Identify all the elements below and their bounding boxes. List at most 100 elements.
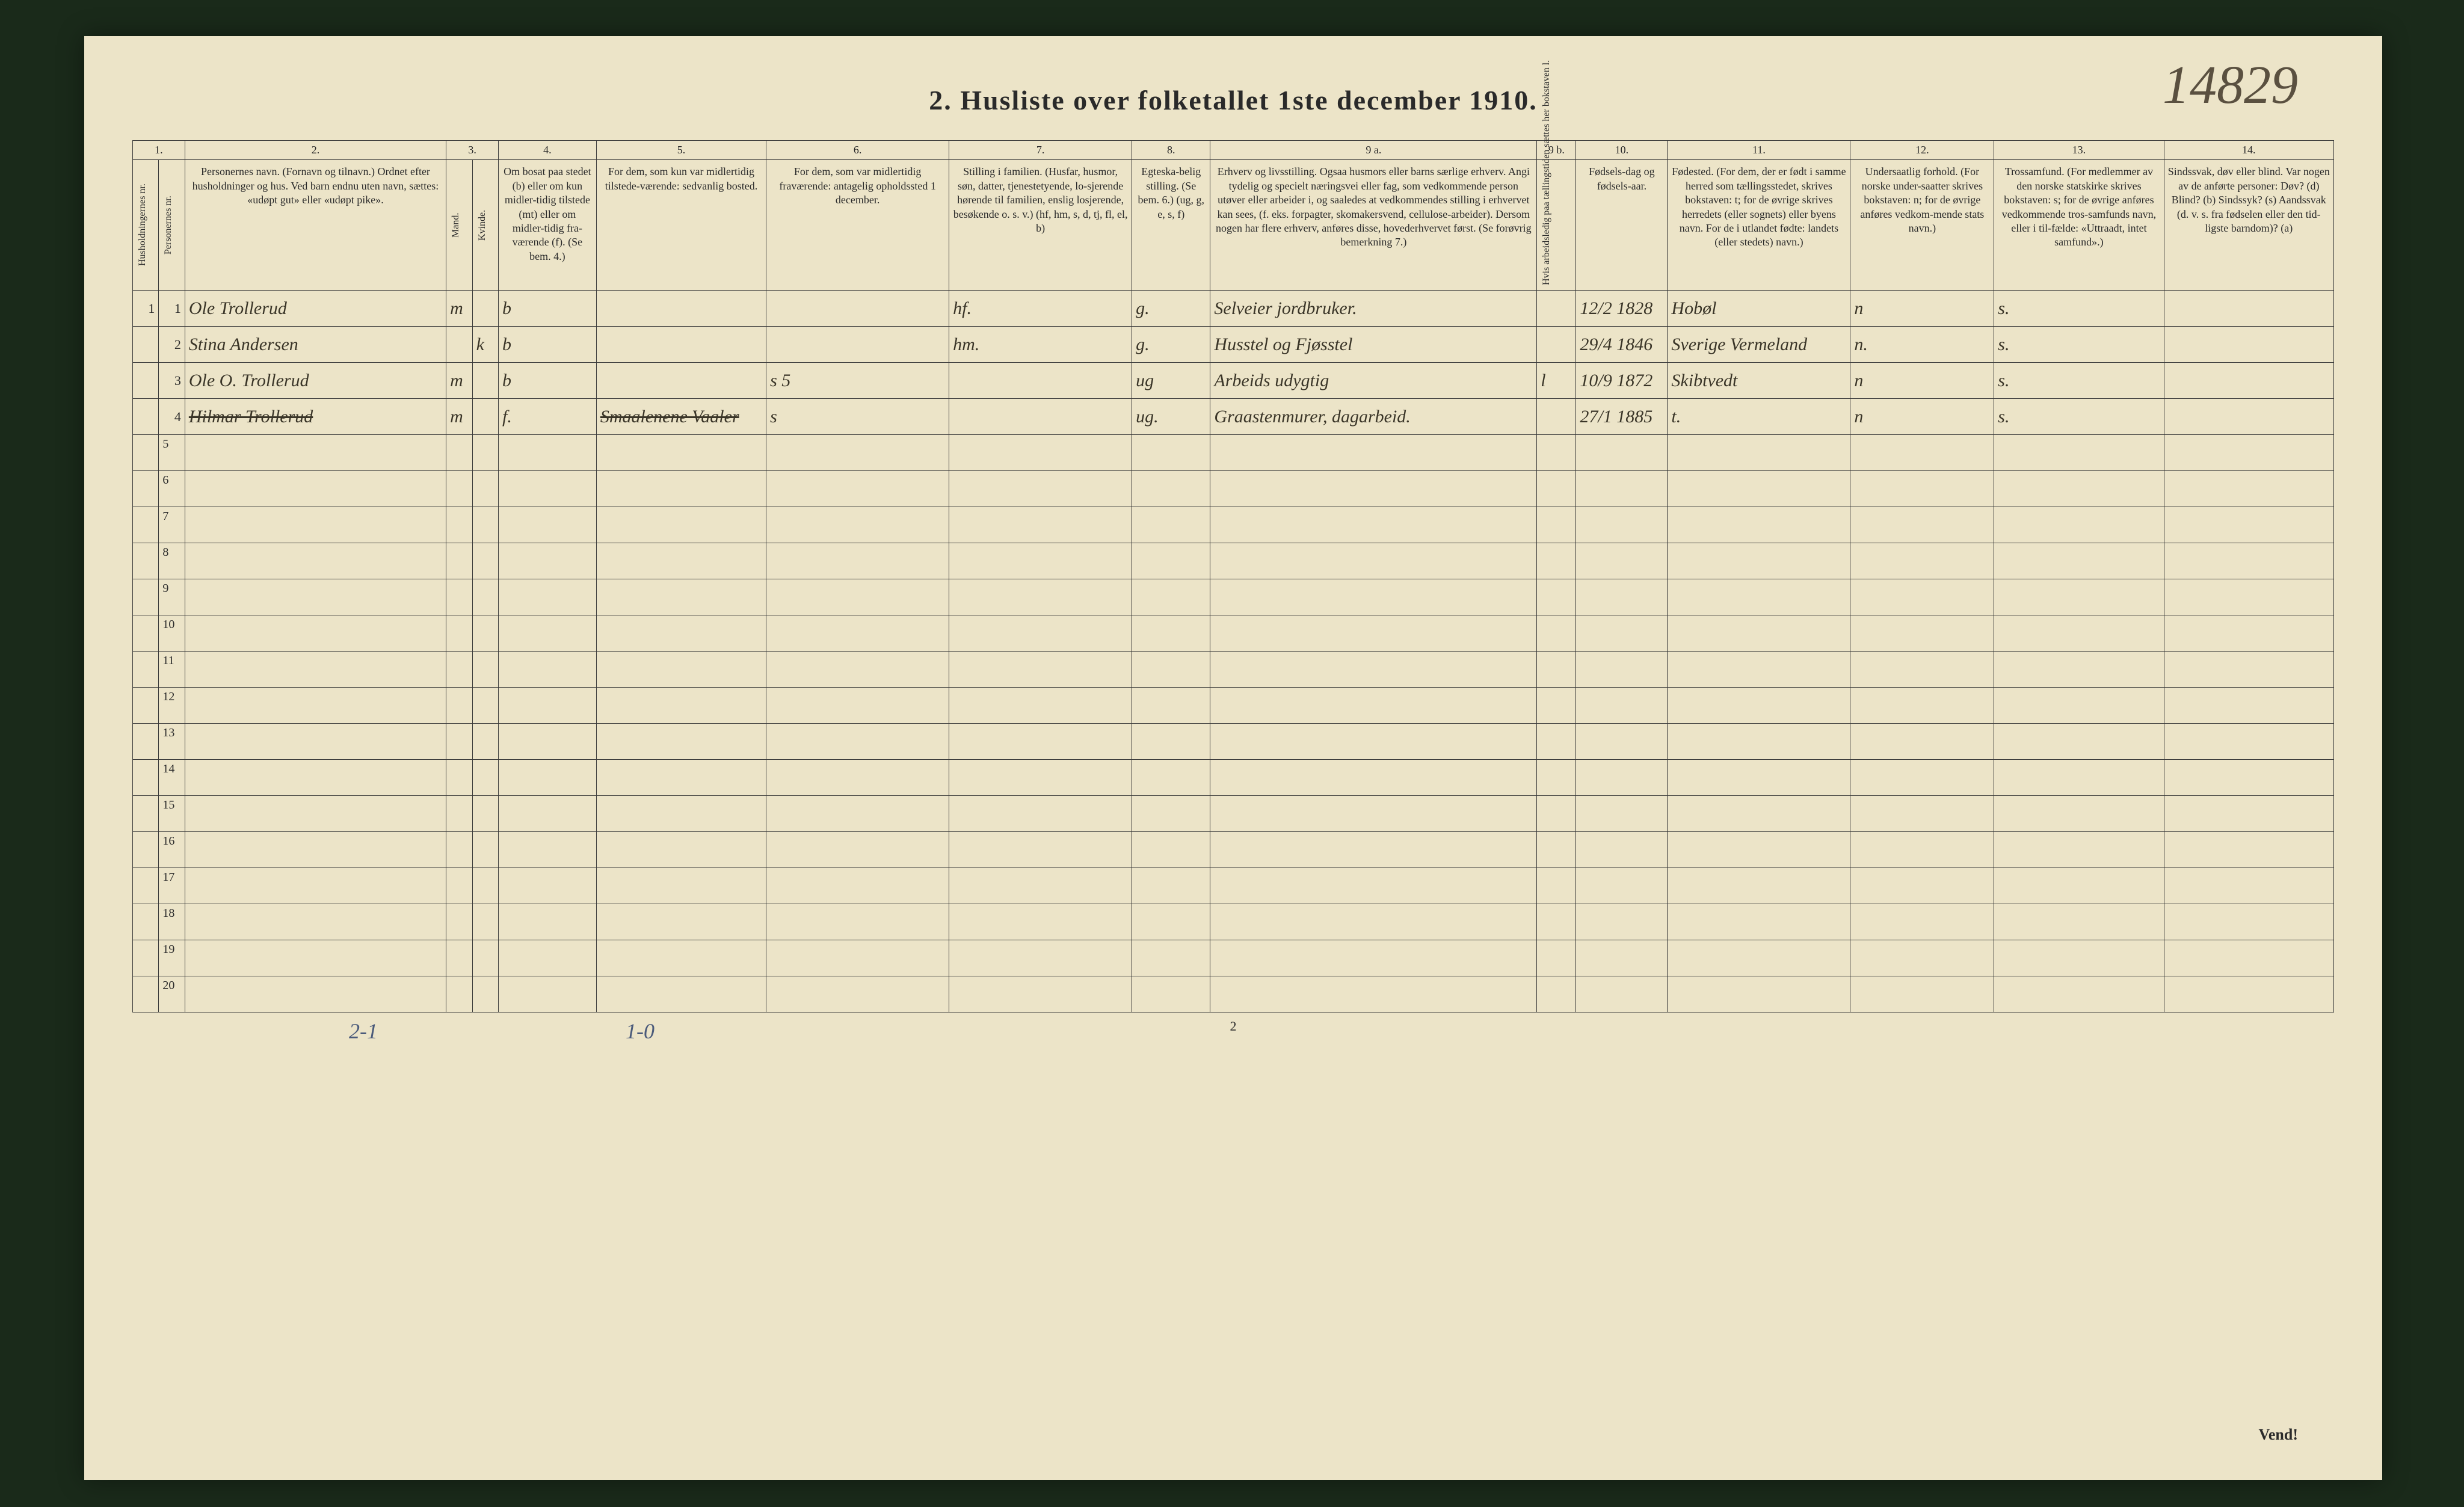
cell-blank bbox=[498, 796, 596, 832]
cell-c5: Smaalenene Vaaler bbox=[596, 399, 766, 435]
cell-hnr bbox=[133, 652, 159, 688]
cell-hnr bbox=[133, 507, 159, 543]
cell-blank bbox=[472, 507, 498, 543]
cell-blank bbox=[596, 976, 766, 1012]
cell-blank bbox=[1576, 904, 1668, 940]
cell-c5 bbox=[596, 363, 766, 399]
cell-erhverv: Husstel og Fjøsstel bbox=[1210, 327, 1537, 363]
footer-mid-tally: 1-0 bbox=[626, 1019, 654, 1044]
cell-hnr bbox=[133, 579, 159, 615]
cell-pnr: 16 bbox=[159, 832, 185, 868]
cell-blank bbox=[1210, 724, 1537, 760]
colnum-4: 4. bbox=[498, 141, 596, 160]
cell-blank bbox=[596, 724, 766, 760]
cell-blank bbox=[1537, 724, 1576, 760]
header-10: Fødsels-dag og fødsels-aar. bbox=[1576, 160, 1668, 291]
cell-blank bbox=[766, 543, 949, 579]
cell-blank bbox=[1850, 688, 1994, 724]
cell-blank bbox=[1668, 940, 1850, 976]
cell-blank bbox=[1132, 615, 1210, 652]
cell-blank bbox=[1210, 760, 1537, 796]
cell-blank bbox=[472, 471, 498, 507]
cell-blank bbox=[949, 904, 1132, 940]
cell-c13: s. bbox=[1994, 327, 2164, 363]
cell-blank bbox=[766, 832, 949, 868]
cell-c12: n bbox=[1850, 291, 1994, 327]
cell-sex-m: m bbox=[446, 363, 472, 399]
cell-blank bbox=[1850, 615, 1994, 652]
cell-blank bbox=[446, 688, 472, 724]
cell-blank bbox=[1850, 760, 1994, 796]
cell-blank bbox=[1850, 940, 1994, 976]
cell-blank bbox=[1576, 796, 1668, 832]
cell-blank bbox=[1537, 652, 1576, 688]
cell-hnr: 1 bbox=[133, 291, 159, 327]
cell-c13: s. bbox=[1994, 291, 2164, 327]
cell-blank bbox=[498, 760, 596, 796]
cell-blank bbox=[1210, 615, 1537, 652]
header-4: Om bosat paa stedet (b) eller om kun mid… bbox=[498, 160, 596, 291]
cell-blank bbox=[1210, 868, 1537, 904]
cell-blank bbox=[766, 796, 949, 832]
cell-bosat: b bbox=[498, 291, 596, 327]
cell-c6 bbox=[766, 327, 949, 363]
cell-c12: n. bbox=[1850, 327, 1994, 363]
cell-blank bbox=[1537, 579, 1576, 615]
cell-pnr: 10 bbox=[159, 615, 185, 652]
cell-blank bbox=[596, 435, 766, 471]
colnum-6: 6. bbox=[766, 141, 949, 160]
cell-blank bbox=[185, 435, 446, 471]
cell-blank bbox=[1210, 652, 1537, 688]
header-row: Husholdningernes nr. Personernes nr. Per… bbox=[133, 160, 2334, 291]
cell-blank bbox=[472, 579, 498, 615]
colnum-10: 10. bbox=[1576, 141, 1668, 160]
cell-blank bbox=[1668, 579, 1850, 615]
cell-pnr: 20 bbox=[159, 976, 185, 1012]
cell-blank bbox=[1994, 868, 2164, 904]
cell-fdato: 27/1 1885 bbox=[1576, 399, 1668, 435]
column-number-row: 1. 2. 3. 4. 5. 6. 7. 8. 9 a. 9 b. 10. 11… bbox=[133, 141, 2334, 160]
cell-blank bbox=[1850, 507, 1994, 543]
cell-blank bbox=[1576, 615, 1668, 652]
cell-blank bbox=[472, 760, 498, 796]
cell-blank bbox=[1210, 435, 1537, 471]
cell-blank bbox=[1576, 760, 1668, 796]
page-title: 2. Husliste over folketallet 1ste decemb… bbox=[84, 36, 2382, 128]
cell-blank bbox=[446, 543, 472, 579]
cell-blank bbox=[1576, 832, 1668, 868]
table-row: 15 bbox=[133, 796, 2334, 832]
cell-blank bbox=[1537, 904, 1576, 940]
cell-blank bbox=[185, 615, 446, 652]
cell-fdato: 10/9 1872 bbox=[1576, 363, 1668, 399]
cell-blank bbox=[2164, 976, 2333, 1012]
cell-blank bbox=[472, 688, 498, 724]
cell-pnr: 3 bbox=[159, 363, 185, 399]
cell-egte: ug. bbox=[1132, 399, 1210, 435]
cell-blank bbox=[1850, 832, 1994, 868]
cell-blank bbox=[1994, 615, 2164, 652]
census-table: 1. 2. 3. 4. 5. 6. 7. 8. 9 a. 9 b. 10. 11… bbox=[132, 140, 2334, 1012]
cell-blank bbox=[446, 832, 472, 868]
cell-blank bbox=[2164, 904, 2333, 940]
cell-blank bbox=[1576, 471, 1668, 507]
cell-stilling: hm. bbox=[949, 327, 1132, 363]
cell-fsted: Sverige Vermeland bbox=[1668, 327, 1850, 363]
cell-blank bbox=[2164, 760, 2333, 796]
cell-blank bbox=[446, 471, 472, 507]
cell-blank bbox=[472, 796, 498, 832]
cell-pnr: 5 bbox=[159, 435, 185, 471]
cell-blank bbox=[1132, 976, 1210, 1012]
header-9a: Erhverv og livsstilling. Ogsaa husmors e… bbox=[1210, 160, 1537, 291]
cell-blank bbox=[766, 688, 949, 724]
cell-blank bbox=[1994, 832, 2164, 868]
header-6: For dem, som var midlertidig fraværende:… bbox=[766, 160, 949, 291]
cell-pnr: 11 bbox=[159, 652, 185, 688]
table-row: 5 bbox=[133, 435, 2334, 471]
cell-c6: s bbox=[766, 399, 949, 435]
cell-blank bbox=[2164, 507, 2333, 543]
header-1b: Personernes nr. bbox=[162, 165, 175, 285]
cell-sex-m: m bbox=[446, 291, 472, 327]
cell-blank bbox=[1994, 904, 2164, 940]
footer-page-number: 2 bbox=[1230, 1019, 1237, 1034]
cell-blank bbox=[949, 435, 1132, 471]
